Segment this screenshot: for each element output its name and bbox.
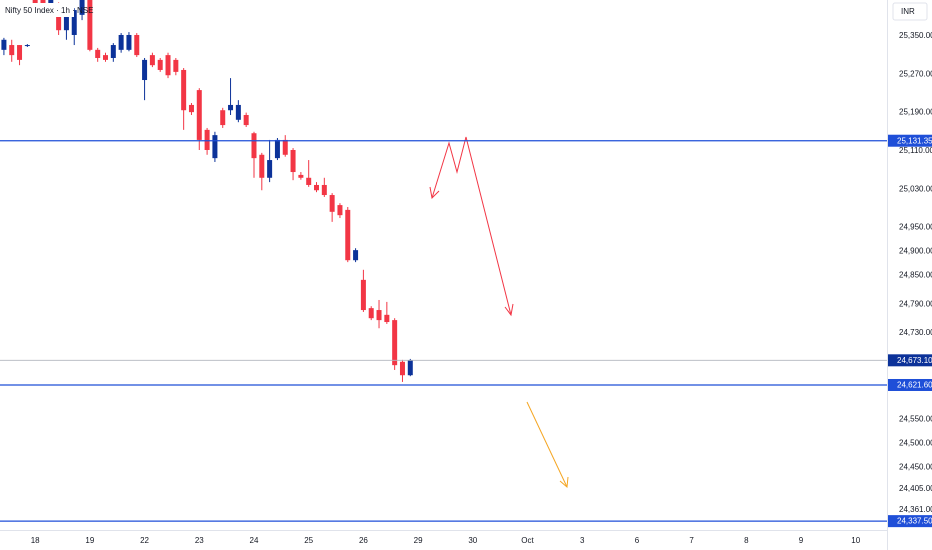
- x-tick-label: 10: [851, 536, 860, 545]
- candle-body: [188, 104, 194, 113]
- candle-body: [376, 310, 382, 321]
- candle-body: [118, 34, 124, 50]
- x-tick-label: 8: [744, 536, 749, 545]
- x-tick-label: 25: [304, 536, 313, 545]
- y-tick-label: 25,190.00: [899, 108, 932, 117]
- candle-body: [407, 360, 413, 376]
- candle-body: [56, 4, 62, 31]
- candle-body: [290, 149, 296, 173]
- candle-body: [165, 55, 171, 76]
- candle-body: [274, 139, 280, 159]
- candle-body: [24, 45, 30, 47]
- candle-body: [142, 59, 148, 81]
- y-tick-label: 24,361.00: [899, 505, 932, 514]
- candle-body: [399, 361, 405, 376]
- candle-body: [321, 184, 327, 196]
- candle-body: [71, 10, 77, 35]
- x-tick-label: 29: [414, 536, 423, 545]
- candle-body: [126, 34, 132, 50]
- projection-arrow: [429, 136, 514, 317]
- y-tick-label: 25,350.00: [899, 31, 932, 40]
- x-tick-label: 18: [31, 536, 40, 545]
- candle-body: [134, 34, 140, 56]
- x-tick-label: 24: [250, 536, 259, 545]
- candle-body: [306, 177, 312, 185]
- candle-body: [353, 250, 359, 261]
- x-tick-label: 3: [580, 536, 585, 545]
- price-label-box: [888, 134, 932, 147]
- candle-body: [173, 59, 179, 72]
- candle-body: [149, 55, 155, 66]
- candle-body: [79, 0, 85, 15]
- candle-body: [267, 160, 273, 178]
- projection-arrow: [526, 401, 569, 489]
- candle-body: [298, 174, 304, 178]
- candle-body: [314, 184, 320, 191]
- x-tick-label: 9: [799, 536, 804, 545]
- candle-body: [181, 69, 187, 111]
- candle-body: [204, 129, 210, 150]
- candle-body: [157, 59, 163, 70]
- y-tick-label: 24,730.00: [899, 328, 932, 337]
- candle-body: [235, 104, 241, 120]
- candle-body: [1, 39, 7, 50]
- y-tick-label: 24,790.00: [899, 299, 932, 308]
- currency: INR: [901, 7, 915, 16]
- price-label-box: [888, 354, 932, 367]
- price-label: 24,621.60: [897, 381, 932, 390]
- y-tick-label: 24,850.00: [899, 271, 932, 280]
- candle-body: [212, 135, 218, 159]
- plot-area: [1, 0, 413, 382]
- candle-body: [196, 90, 202, 140]
- x-tick-label: 26: [359, 536, 368, 545]
- candle-body: [368, 308, 374, 319]
- candle-body: [329, 195, 335, 212]
- x-tick-label: 7: [689, 536, 694, 545]
- y-tick-label: 24,550.00: [899, 414, 932, 423]
- y-tick-label: 25,270.00: [899, 69, 932, 78]
- candle-body: [17, 45, 23, 60]
- price-label: 25,131.35: [897, 136, 932, 145]
- y-tick-label: 24,405.00: [899, 484, 932, 493]
- candle-body: [63, 10, 69, 31]
- y-tick-label: 24,450.00: [899, 462, 932, 471]
- title-bg: [4, 3, 74, 17]
- price-label: 24,673.10: [897, 356, 932, 365]
- candle-body: [360, 279, 366, 311]
- x-tick-label: 30: [468, 536, 477, 545]
- y-tick-label: 25,030.00: [899, 184, 932, 193]
- candle-body: [337, 205, 343, 216]
- price-label-box: [888, 378, 932, 391]
- candle-body: [103, 55, 109, 60]
- chart-title: Nifty 50 Index · 1h · NSE: [5, 6, 93, 15]
- candle-body: [110, 45, 116, 58]
- candle-body: [282, 139, 288, 155]
- candle-body: [392, 320, 398, 366]
- candle-body: [259, 154, 265, 178]
- candle-body: [251, 133, 257, 159]
- y-tick-label: 24,950.00: [899, 223, 932, 232]
- x-tick-label: 23: [195, 536, 204, 545]
- candle-body: [345, 209, 351, 261]
- candle-body: [95, 49, 101, 58]
- y-tick-label: 24,500.00: [899, 438, 932, 447]
- candle-body: [243, 115, 249, 126]
- candle-body: [87, 0, 93, 50]
- candle-body: [384, 314, 390, 323]
- candle-body: [9, 45, 15, 56]
- price-label-box: [888, 515, 932, 528]
- x-tick-label: 6: [635, 536, 640, 545]
- candle-body: [228, 104, 234, 111]
- x-tick-label: Oct: [521, 536, 534, 545]
- currency-box: [892, 2, 928, 21]
- x-tick-label: 19: [85, 536, 94, 545]
- price-label: 24,337.50: [897, 517, 932, 526]
- y-tick-label: 24,900.00: [899, 247, 932, 256]
- x-tick-label: 22: [140, 536, 149, 545]
- y-tick-label: 25,110.00: [899, 146, 932, 155]
- candle-body: [220, 110, 226, 126]
